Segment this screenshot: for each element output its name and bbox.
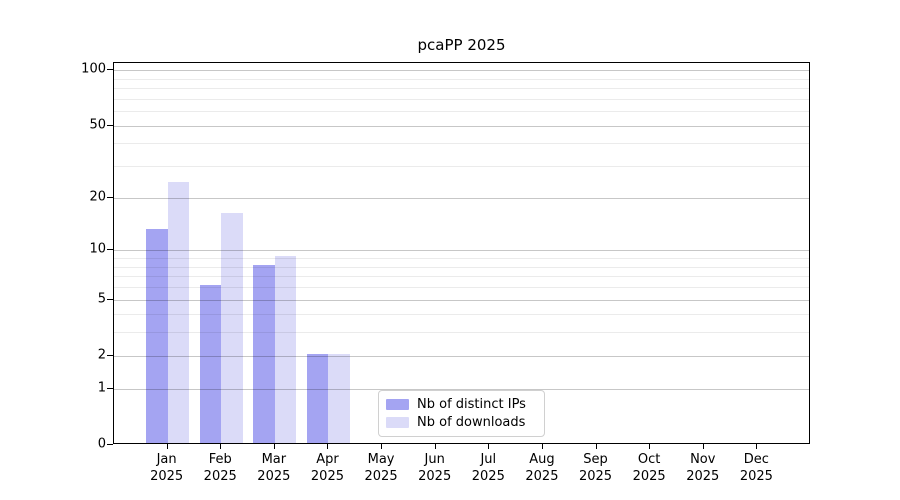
- bar-downloads: [221, 212, 243, 443]
- x-tick-mark: [434, 444, 436, 449]
- y-tick-mark: [107, 69, 113, 71]
- legend-item-distinct-ips: Nb of distinct IPs: [386, 397, 544, 412]
- y-tick-mark: [107, 298, 113, 300]
- y-tick-label: 100: [81, 61, 106, 77]
- y-tick-mark: [107, 354, 113, 356]
- grid-line-major: [114, 197, 809, 199]
- y-axis: 0 1 2 5 10 20 50 100: [0, 61, 113, 452]
- x-axis: Jan 2025 Feb 2025 Mar 2025 Apr 2025 May 2025 Jun 20…: [113, 444, 810, 494]
- grid-line-minor: [114, 98, 809, 100]
- bar-downloads: [328, 353, 350, 443]
- grid-line-major: [114, 70, 809, 72]
- legend-swatch-downloads: [386, 417, 409, 428]
- x-tick-label: May 2025: [364, 452, 398, 484]
- x-tick-label: Jul 2025: [471, 452, 505, 484]
- x-tick-label: Dec 2025: [739, 452, 773, 484]
- plot-area: [113, 62, 810, 444]
- grid-line-minor: [114, 166, 809, 168]
- grid-line-minor: [114, 111, 809, 113]
- y-tick-label: 0: [97, 436, 106, 452]
- bar-distinct-ips: [253, 264, 275, 443]
- y-tick-mark: [107, 196, 113, 198]
- grid-line-minor: [114, 258, 809, 260]
- x-tick-mark: [702, 444, 704, 449]
- x-tick-label: Sep 2025: [578, 452, 613, 484]
- x-tick-label: Jun 2025: [418, 452, 452, 484]
- x-tick-mark: [488, 444, 490, 449]
- legend-label-downloads: Nb of downloads: [417, 415, 526, 430]
- bar-distinct-ips: [199, 285, 222, 443]
- y-tick-mark: [107, 124, 113, 126]
- grid-line-minor: [114, 88, 809, 90]
- grid-line-major: [114, 250, 809, 252]
- grid-line-major: [114, 125, 809, 127]
- chart-title: pcaPP 2025: [417, 36, 506, 54]
- bar-distinct-ips: [306, 353, 329, 443]
- grid-line-minor: [114, 78, 809, 80]
- x-tick-label: Feb 2025: [203, 452, 237, 484]
- bar-downloads: [274, 256, 297, 443]
- x-tick-mark: [541, 444, 543, 449]
- y-tick-label: 2: [97, 347, 106, 363]
- x-tick-mark: [273, 444, 275, 449]
- grid-line-minor: [114, 266, 809, 268]
- y-tick-label: 50: [89, 117, 106, 133]
- legend-label-distinct-ips: Nb of distinct IPs: [417, 397, 526, 412]
- legend-swatch-distinct-ips: [386, 399, 409, 410]
- grid-line-minor: [114, 276, 809, 278]
- bar-distinct-ips: [146, 228, 168, 443]
- x-tick-label: Aug 2025: [525, 452, 559, 484]
- x-tick-label: Nov 2025: [686, 452, 720, 484]
- x-tick-label: Oct 2025: [632, 452, 666, 484]
- y-tick-mark: [107, 387, 113, 389]
- y-tick-label: 5: [97, 291, 106, 306]
- x-tick-mark: [756, 444, 758, 449]
- y-tick-label: 10: [89, 241, 106, 257]
- y-tick-label: 20: [89, 189, 106, 205]
- bar-downloads: [167, 181, 190, 443]
- x-tick-mark: [220, 444, 222, 449]
- legend: Nb of distinct IPs Nb of downloads: [378, 390, 545, 437]
- x-tick-mark: [649, 444, 651, 449]
- x-tick-label: Mar 2025: [257, 452, 291, 484]
- grid-line-minor: [114, 143, 809, 145]
- x-tick-mark: [166, 444, 168, 449]
- x-tick-label: Apr 2025: [310, 452, 344, 484]
- legend-item-downloads: Nb of downloads: [386, 415, 544, 430]
- y-tick-mark: [107, 444, 113, 445]
- x-tick-mark: [381, 444, 383, 449]
- x-tick-mark: [595, 444, 597, 449]
- y-tick-mark: [107, 249, 113, 251]
- x-tick-mark: [327, 444, 329, 449]
- y-tick-label: 1: [97, 380, 106, 396]
- x-tick-label: Jan 2025: [150, 452, 184, 484]
